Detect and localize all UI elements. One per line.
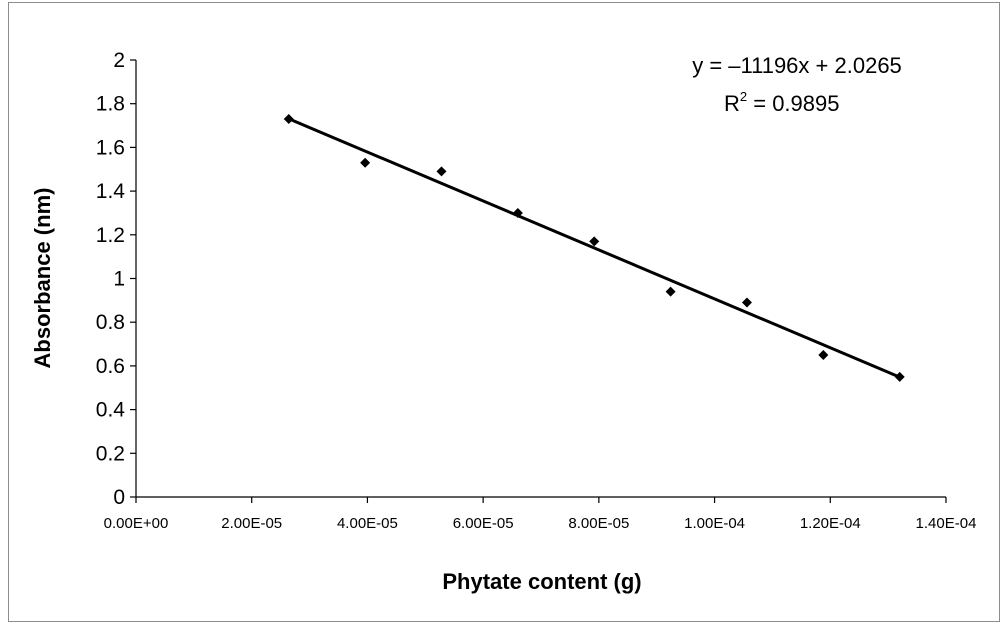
r-squared-base: R: [724, 91, 740, 116]
y-tick-label: 1.6: [96, 136, 125, 159]
data-point: [589, 236, 600, 247]
x-axis-title: Phytate content (g): [442, 569, 641, 594]
equation-label: y = –11196x + 2.0265: [692, 53, 902, 78]
x-tick-label: 1.20E-04: [800, 515, 861, 532]
x-tick-label: 0.00E+00: [104, 515, 169, 532]
x-tick-label: 1.40E-04: [916, 515, 977, 532]
y-tick-label: 0.6: [96, 355, 125, 378]
r-squared-label: R2 = 0.9895: [724, 89, 840, 116]
chart-svg: 0 0.2 0.4 0.6 0.8 1 1.2 1.4 1.6 1.8 2 0.00E+00 2.00…: [30, 49, 977, 594]
data-point: [360, 157, 371, 168]
data-point: [818, 349, 829, 360]
y-tick-label: 0.8: [96, 311, 125, 334]
chart-frame: [8, 2, 1000, 622]
data-point: [741, 297, 752, 308]
y-tick-label: 2: [113, 49, 125, 72]
y-ticks: 0 0.2 0.4 0.6 0.8 1 1.2 1.4 1.6 1.8 2: [96, 49, 136, 509]
y-tick-label: 1.8: [96, 93, 125, 116]
y-tick-label: 0.4: [96, 399, 126, 422]
y-tick-label: 0: [113, 486, 125, 509]
data-point: [283, 113, 294, 124]
data-point: [665, 286, 676, 297]
x-tick-label: 4.00E-05: [337, 515, 398, 532]
y-tick-label: 1.4: [96, 180, 126, 203]
x-tick-label: 6.00E-05: [453, 515, 514, 532]
data-points: [283, 113, 905, 382]
x-tick-label: 8.00E-05: [568, 515, 629, 532]
x-tick-label: 1.00E-04: [684, 515, 745, 532]
y-axis-title: Absorbance (nm): [30, 188, 55, 369]
trendline-group: [288, 117, 901, 379]
y-tick-label: 1: [113, 268, 125, 291]
r-squared-superscript: 2: [740, 89, 747, 104]
data-point: [894, 371, 905, 382]
r-squared-value: = 0.9895: [747, 91, 839, 116]
x-tick-label: 2.00E-05: [221, 515, 282, 532]
y-tick-label: 1.2: [96, 224, 125, 247]
trendline: [288, 117, 901, 379]
axes: [135, 60, 946, 498]
y-tick-label: 0.2: [96, 442, 125, 465]
data-point: [436, 166, 447, 177]
data-point: [512, 207, 523, 218]
x-ticks: 0.00E+00 2.00E-05 4.00E-05 6.00E-05 8.00E-05…: [104, 497, 977, 532]
